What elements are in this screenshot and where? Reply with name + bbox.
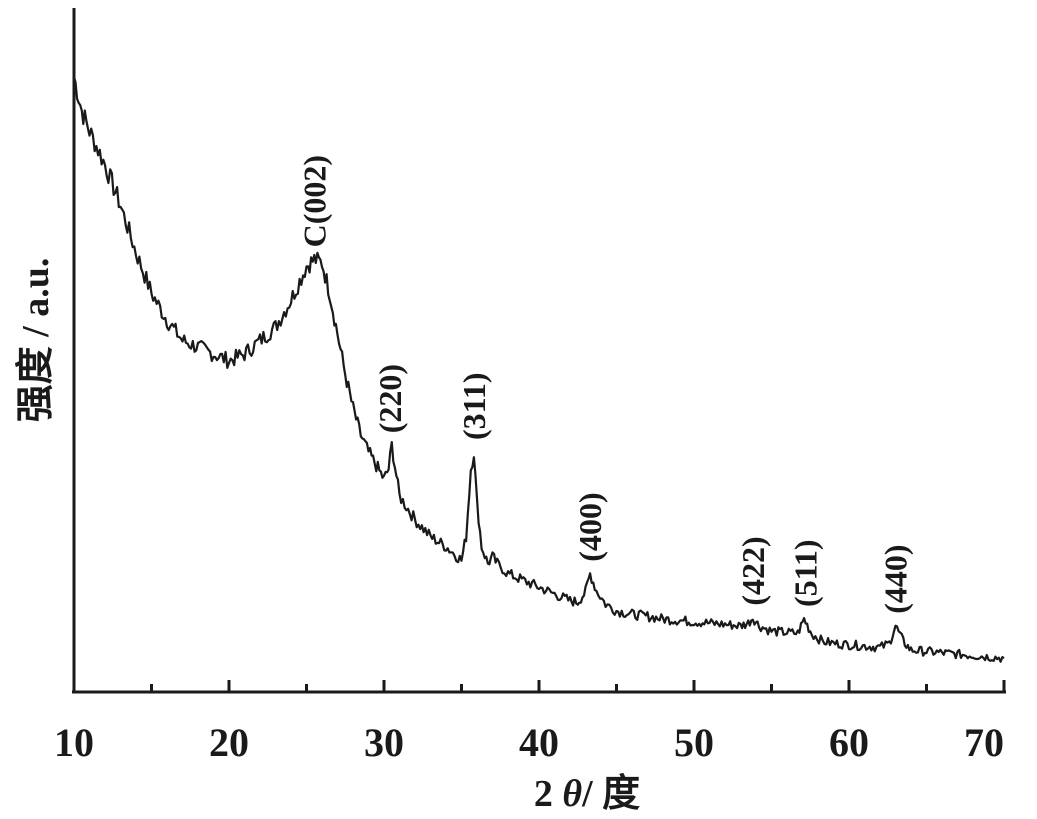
y-axis-title-group: 强度 / a.u. [15, 258, 57, 423]
x-tick-label: 70 [964, 720, 1004, 765]
x-axis-title-theta: θ [562, 773, 582, 815]
peak-label: C(002) [296, 155, 332, 247]
peak-label: (400) [572, 492, 608, 561]
peak-label: (422) [735, 536, 771, 605]
x-tick-label: 10 [54, 720, 94, 765]
x-tick-label: 30 [364, 720, 404, 765]
x-tick-label: 50 [674, 720, 714, 765]
peak-label: (220) [372, 364, 408, 433]
x-tick-label: 40 [519, 720, 559, 765]
y-axis-title: 强度 / a.u. [15, 258, 57, 423]
xrd-series-line [72, 76, 1005, 663]
peak-label: (440) [878, 544, 914, 613]
peak-label: (311) [456, 372, 492, 440]
x-tick-label: 60 [829, 720, 869, 765]
x-axis-title: 2 θ/ 度 [534, 773, 640, 815]
x-tick-labels: 10 20 30 40 50 60 70 [54, 720, 1004, 765]
x-axis-title-prefix: 2 [534, 773, 563, 815]
peak-label: (511) [788, 539, 824, 607]
x-ticks [72, 680, 1006, 692]
peak-annotations: C(002) (220) (311) (400) (422) (511) (440) [296, 155, 913, 614]
x-tick-label: 20 [209, 720, 249, 765]
x-axis-title-suffix: / 度 [581, 773, 640, 815]
